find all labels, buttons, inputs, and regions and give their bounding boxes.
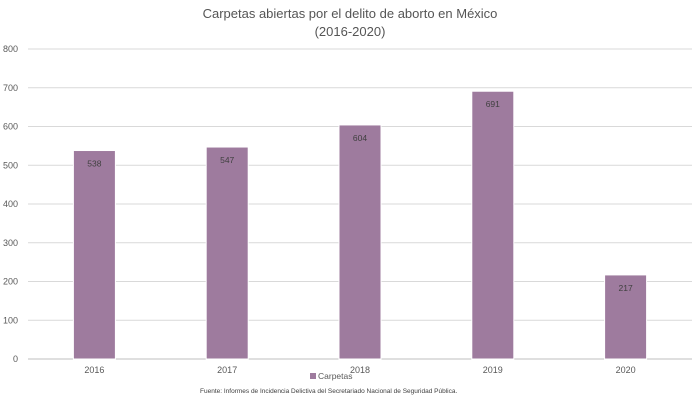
bar-2019 xyxy=(471,90,515,360)
x-tick-label-2018: 2018 xyxy=(350,365,370,375)
data-label-2018: 604 xyxy=(353,133,367,143)
chart-title-line-1: Carpetas abiertas por el delito de abort… xyxy=(203,6,498,21)
x-tick-label-2016: 2016 xyxy=(84,365,104,375)
y-tick-label: 0 xyxy=(13,354,18,364)
legend-label: Carpetas xyxy=(318,371,353,381)
chart-title-line-2: (2016-2020) xyxy=(315,24,386,39)
x-axis: 2016 2017 2018 2019 2020 xyxy=(84,365,635,375)
data-label-2016: 538 xyxy=(87,159,101,169)
legend: Carpetas xyxy=(310,371,353,381)
bar-2016 xyxy=(72,150,116,360)
y-tick-label: 200 xyxy=(3,277,18,287)
y-tick-label: 800 xyxy=(3,44,18,54)
x-tick-label-2019: 2019 xyxy=(483,365,503,375)
y-tick-label: 300 xyxy=(3,238,18,248)
y-axis: 0 100 200 300 400 500 600 700 800 xyxy=(3,44,18,364)
y-tick-label: 700 xyxy=(3,83,18,93)
y-tick-label: 100 xyxy=(3,315,18,325)
x-tick-label-2020: 2020 xyxy=(616,365,636,375)
y-tick-label: 600 xyxy=(3,122,18,132)
y-tick-label: 500 xyxy=(3,160,18,170)
legend-swatch xyxy=(310,373,316,379)
data-label-2020: 217 xyxy=(619,283,633,293)
x-tick-label-2017: 2017 xyxy=(217,365,237,375)
bar-2020 xyxy=(604,274,648,360)
data-label-2019: 691 xyxy=(486,99,500,109)
source-note: Fuente: Informes de Incidencia Delictiva… xyxy=(200,388,457,395)
bar-2018 xyxy=(338,124,382,360)
bar-2017 xyxy=(205,146,249,360)
y-tick-label: 400 xyxy=(3,199,18,209)
data-label-2017: 547 xyxy=(220,155,234,165)
bars: 538 547 604 691 217 xyxy=(72,90,648,360)
